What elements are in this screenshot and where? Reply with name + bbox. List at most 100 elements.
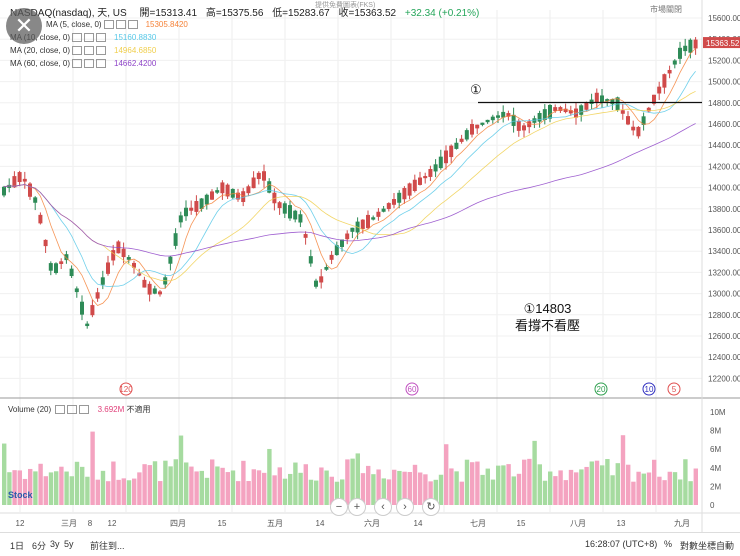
candle-body: [33, 197, 38, 203]
volume-bar: [376, 469, 381, 505]
volume-bar: [303, 464, 308, 505]
remove-icon[interactable]: [79, 405, 90, 415]
candle-body: [90, 305, 95, 316]
candle-body: [17, 172, 22, 183]
candle-body: [360, 219, 365, 229]
goto-date-button[interactable]: 前往到...: [90, 541, 125, 551]
auto-scale-toggle[interactable]: 自動: [716, 541, 735, 551]
volume-bar: [324, 470, 329, 505]
ma-label[interactable]: MA (5, close, 0): [46, 20, 102, 29]
candle-body: [511, 114, 516, 126]
volume-bar: [334, 481, 340, 505]
volume-bar: [516, 473, 522, 505]
volume-bar: [256, 470, 262, 505]
candle-body: [282, 203, 287, 214]
candle-body: [340, 239, 344, 247]
candle-body: [376, 211, 381, 217]
candle-body: [319, 276, 324, 283]
candle-body: [137, 273, 142, 276]
visibility-icon[interactable]: [115, 20, 126, 30]
price-tick-label: 14800.00: [708, 99, 740, 108]
volume-bar: [137, 472, 142, 505]
volume-bar: [350, 458, 355, 505]
close-button[interactable]: ✕: [6, 8, 42, 44]
settings-icon[interactable]: [72, 59, 83, 69]
current-price-tag: 15363.52: [706, 39, 740, 48]
zoom-in-button[interactable]: +: [348, 498, 366, 516]
candle-body: [485, 119, 490, 123]
price-tick-label: 15600.00: [708, 14, 740, 23]
candle-body: [428, 169, 433, 177]
symbol-label[interactable]: NASDAQ(nasdaq), 天, US: [10, 8, 127, 19]
chart-header: NASDAQ(nasdaq), 天, US 開=15313.41 高=15375…: [10, 4, 479, 19]
market-status: 市場關閉: [650, 5, 682, 14]
candle-body: [308, 256, 313, 264]
period-badge: [642, 382, 656, 396]
ma-label[interactable]: MA (10, close, 0): [10, 33, 71, 42]
volume-bar: [672, 472, 678, 505]
visibility-icon[interactable]: [67, 405, 78, 415]
remove-icon[interactable]: [96, 46, 107, 56]
volume-bar: [277, 467, 282, 505]
candle-body: [293, 210, 298, 220]
volume-bar: [459, 481, 464, 505]
percent-toggle[interactable]: %: [664, 539, 673, 549]
volume-bar: [381, 478, 386, 505]
remove-icon[interactable]: [96, 59, 107, 69]
settings-icon[interactable]: [55, 405, 66, 415]
candle-body: [652, 94, 656, 104]
range-6m-button[interactable]: 6分: [32, 541, 47, 551]
visibility-icon[interactable]: [84, 59, 95, 69]
volume-bar: [246, 481, 251, 505]
low-value: 低=15283.67: [272, 8, 330, 19]
candle-body: [85, 323, 90, 327]
settings-icon[interactable]: [72, 46, 83, 56]
price-chart[interactable]: 15600.0015400.0015200.0015000.0014800.00…: [0, 0, 740, 532]
volume-bar: [142, 464, 147, 505]
reset-button[interactable]: ↻: [422, 498, 440, 516]
close-icon[interactable]: ✕: [14, 13, 34, 38]
candle-body: [7, 184, 12, 188]
candle-body: [267, 181, 272, 193]
candle-body: [158, 291, 162, 295]
volume-bar: [12, 470, 17, 505]
candle-body: [184, 207, 188, 217]
scroll-right-button[interactable]: ›: [396, 498, 414, 516]
candle-body: [558, 107, 563, 111]
volume-label[interactable]: Volume (20): [8, 405, 52, 414]
volume-bar: [428, 481, 433, 505]
range-1d-button[interactable]: 1日: [10, 541, 25, 551]
range-5y-button[interactable]: 5y: [64, 539, 74, 549]
visibility-icon[interactable]: [84, 33, 95, 43]
candle-body: [22, 178, 27, 182]
range-3y-button[interactable]: 3y: [50, 539, 60, 549]
candle-body: [678, 47, 682, 59]
volume-bar: [522, 459, 527, 505]
period-badge: [667, 382, 681, 396]
zoom-out-button[interactable]: −: [330, 498, 348, 516]
candle-body: [475, 124, 480, 129]
candle-body: [111, 250, 116, 261]
candle-body: [334, 245, 339, 256]
candle-body: [314, 280, 318, 287]
remove-icon[interactable]: [127, 20, 138, 30]
candle-body: [12, 176, 17, 188]
volume-bar: [386, 479, 392, 505]
remove-icon[interactable]: [96, 33, 107, 43]
settings-icon[interactable]: [72, 33, 83, 43]
visibility-icon[interactable]: [84, 46, 95, 56]
period-badge: [119, 382, 133, 396]
price-tick-label: 12200.00: [708, 374, 740, 383]
ma-legend-row: MA (5, close, 0) 15305.8420: [46, 20, 188, 30]
date-tick-label: 12: [16, 519, 25, 528]
ma-label[interactable]: MA (60, close, 0): [10, 59, 71, 68]
candle-body: [516, 120, 521, 131]
volume-bar: [126, 480, 132, 505]
log-scale-toggle[interactable]: 對數坐標: [680, 541, 717, 551]
volume-bar: [33, 471, 38, 505]
candle-body: [662, 74, 667, 88]
scroll-left-button[interactable]: ‹: [374, 498, 392, 516]
volume-bar: [251, 469, 256, 505]
ma-label[interactable]: MA (20, close, 0): [10, 46, 71, 55]
settings-icon[interactable]: [103, 20, 114, 30]
